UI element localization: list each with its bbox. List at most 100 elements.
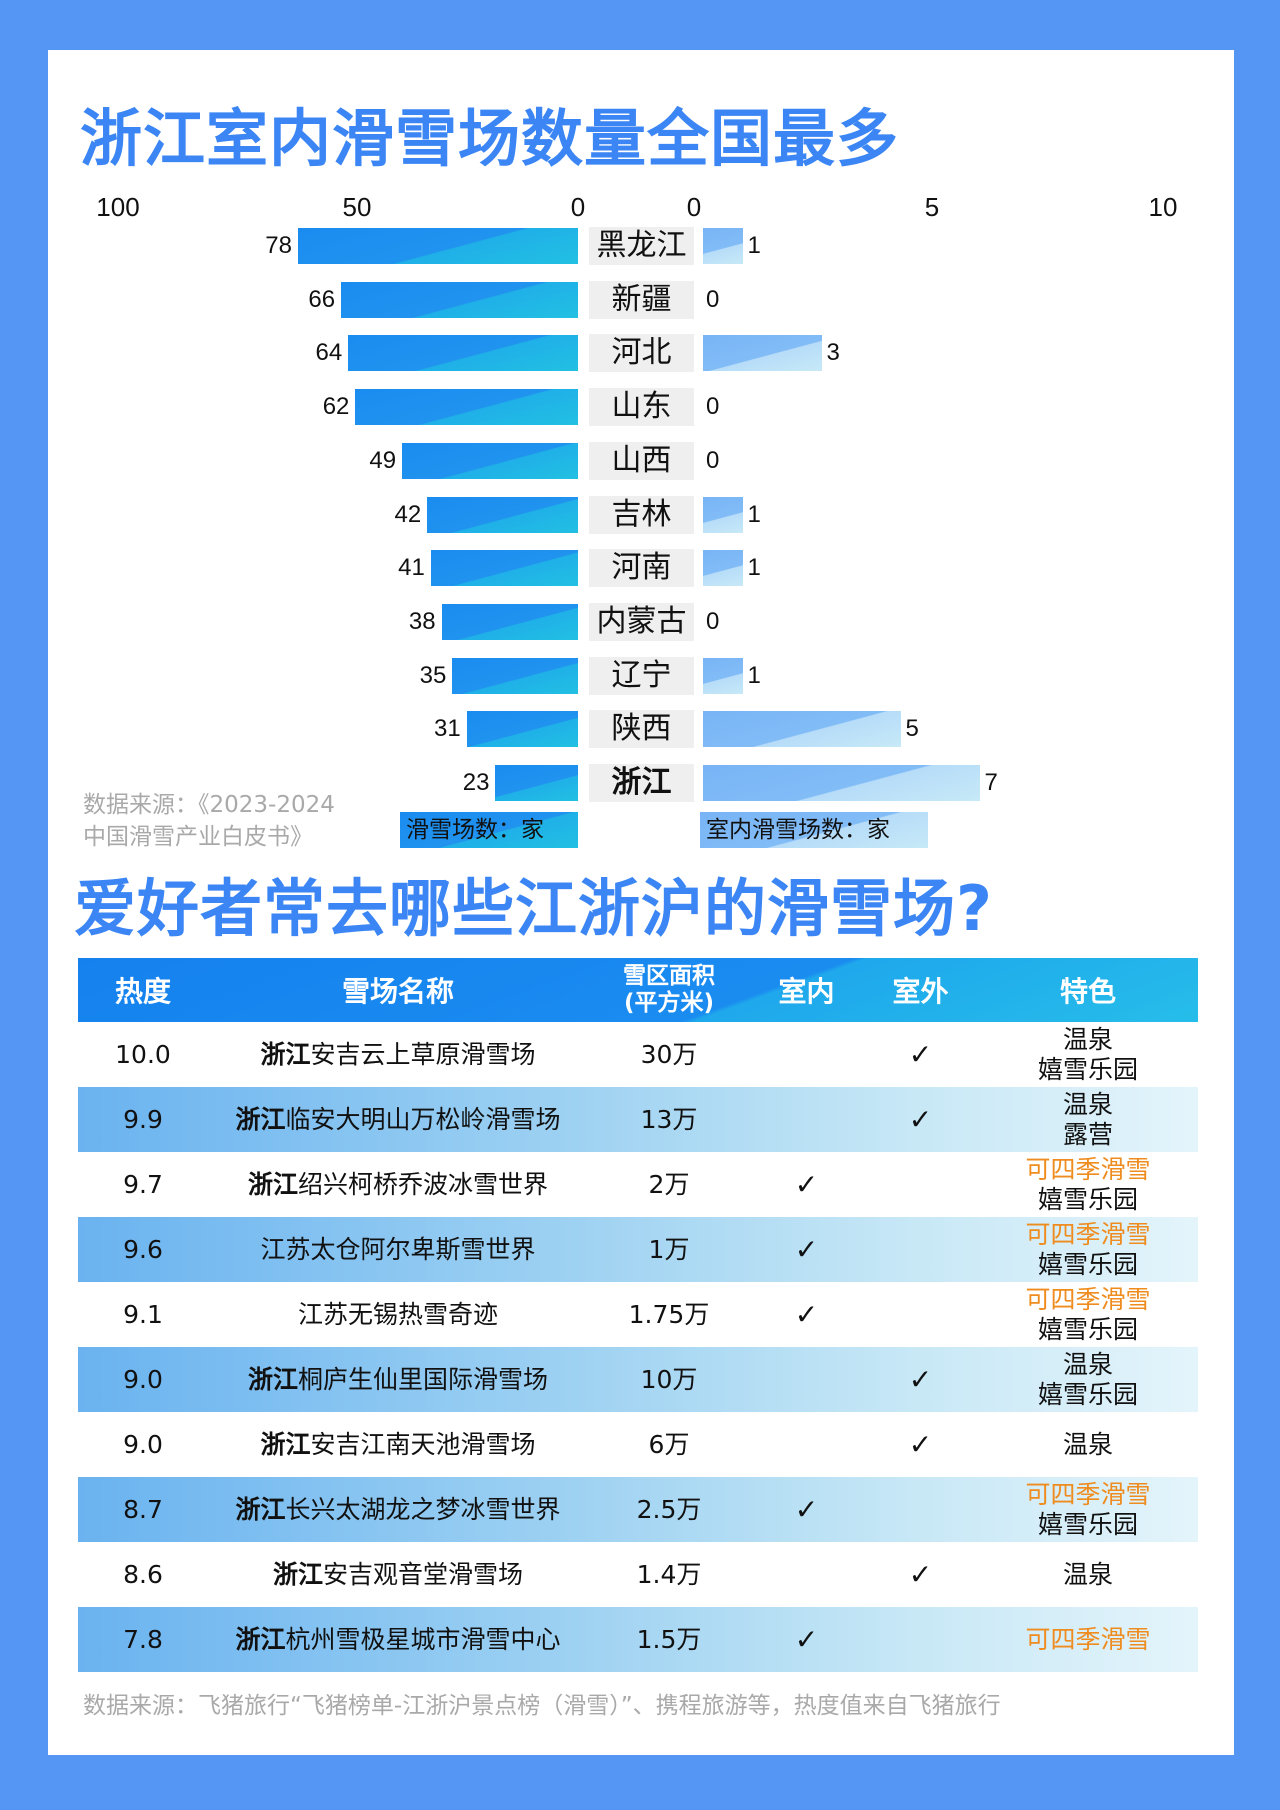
feature-tag: 温泉 bbox=[1062, 1024, 1113, 1054]
feature-tag: 嬉雪乐园 bbox=[1037, 1314, 1138, 1344]
cell-name: 浙江临安大明山万松岭滑雪场 bbox=[208, 1087, 588, 1152]
right-axis-tick: 10 bbox=[1148, 192, 1178, 222]
bar-ski-resorts bbox=[297, 228, 578, 264]
cell-heat: 10.0 bbox=[115, 1039, 171, 1069]
bar-ski-resorts bbox=[427, 497, 578, 533]
cell-name: 浙江长兴太湖龙之梦冰雪世界 bbox=[208, 1477, 588, 1542]
cell-feature: 可四季滑雪 嬉雪乐园 bbox=[978, 1152, 1198, 1217]
header-indoor: 室内 bbox=[778, 975, 835, 1008]
value-label-indoor-resorts: 1 bbox=[747, 232, 761, 259]
cell-name: 江苏无锡热雪奇迹 bbox=[208, 1282, 588, 1347]
right-axis-tick: 5 bbox=[924, 192, 940, 222]
cell-heat: 7.8 bbox=[123, 1624, 163, 1654]
resort-name: 江苏太仓阿尔卑斯雪世界 bbox=[260, 1234, 536, 1264]
value-label-indoor-resorts: 0 bbox=[706, 286, 720, 313]
value-label-indoor-resorts: 3 bbox=[826, 339, 840, 366]
cell-name: 浙江桐庐生仙里国际滑雪场 bbox=[208, 1347, 588, 1412]
header-area: 雪区面积 (平方米) bbox=[588, 958, 750, 1022]
resort-name: 浙江安吉江南天池滑雪场 bbox=[260, 1429, 536, 1459]
left-axis-tick: 0 bbox=[570, 192, 586, 222]
province-label: 山西 bbox=[589, 442, 694, 480]
feature-tag: 嬉雪乐园 bbox=[1037, 1054, 1138, 1084]
value-label-indoor-resorts: 1 bbox=[747, 554, 761, 581]
cell-feature: 可四季滑雪 嬉雪乐园 bbox=[978, 1282, 1198, 1347]
bar-indoor-resorts bbox=[703, 711, 901, 747]
feature-tag: 温泉 bbox=[1062, 1429, 1113, 1459]
feature-tag: 可四季滑雪 bbox=[1025, 1479, 1151, 1509]
feature-tag: 温泉 bbox=[1062, 1349, 1113, 1379]
cell-name: 浙江安吉观音堂滑雪场 bbox=[208, 1542, 588, 1607]
province-prefix: 浙江 bbox=[247, 1364, 298, 1394]
header-feature: 特色 bbox=[1059, 975, 1116, 1008]
province-prefix: 浙江 bbox=[235, 1624, 286, 1654]
value-label-indoor-resorts: 7 bbox=[984, 769, 998, 796]
header-outdoor: 室外 bbox=[892, 975, 949, 1008]
table-title: 爱好者常去哪些江浙沪的滑雪场? bbox=[74, 872, 993, 945]
cell-feature: 温泉 嬉雪乐园 bbox=[978, 1347, 1198, 1412]
check-icon: ✓ bbox=[794, 1622, 819, 1656]
bar-ski-resorts bbox=[466, 711, 578, 747]
province-label: 新疆 bbox=[589, 281, 694, 319]
value-label-indoor-resorts: 0 bbox=[706, 393, 720, 420]
province-prefix: 浙江 bbox=[272, 1559, 323, 1589]
cell-indoor bbox=[750, 1347, 863, 1412]
cell-indoor bbox=[750, 1542, 863, 1607]
right-axis-tick: 0 bbox=[686, 192, 702, 222]
cell-area: 2.5万 bbox=[636, 1494, 702, 1524]
province-label: 吉林 bbox=[589, 496, 694, 534]
value-label-indoor-resorts: 5 bbox=[905, 715, 919, 742]
province-label: 浙江 bbox=[589, 764, 694, 802]
table-row: 9.9 浙江临安大明山万松岭滑雪场 13万 ✓ 温泉 露营 bbox=[78, 1087, 1198, 1152]
cell-feature: 可四季滑雪 嬉雪乐园 bbox=[978, 1217, 1198, 1282]
chart-source: 数据来源：《2023-2024 中国滑雪产业白皮书》 bbox=[83, 789, 335, 853]
feature-tag: 可四季滑雪 bbox=[1025, 1154, 1151, 1184]
check-icon: ✓ bbox=[908, 1362, 933, 1396]
cell-outdoor bbox=[863, 1282, 978, 1347]
bar-indoor-resorts bbox=[703, 228, 743, 264]
check-icon: ✓ bbox=[794, 1167, 819, 1201]
feature-tag: 嬉雪乐园 bbox=[1037, 1184, 1138, 1214]
feature-tag: 嬉雪乐园 bbox=[1037, 1509, 1138, 1539]
cell-area: 1.75万 bbox=[628, 1299, 710, 1329]
check-icon: ✓ bbox=[908, 1102, 933, 1136]
feature-tag: 温泉 bbox=[1062, 1089, 1113, 1119]
resort-name: 浙江杭州雪极星城市滑雪中心 bbox=[235, 1624, 561, 1654]
table-header: 热度 雪场名称 雪区面积 (平方米) 室内 室外 特色 bbox=[78, 958, 1198, 1022]
chart-source-line: 中国滑雪产业白皮书》 bbox=[83, 824, 313, 850]
table-row: 9.1 江苏无锡热雪奇迹 1.75万 ✓ 可四季滑雪 嬉雪乐园 bbox=[78, 1282, 1198, 1347]
value-label-indoor-resorts: 0 bbox=[706, 447, 720, 474]
bar-indoor-resorts bbox=[703, 765, 980, 801]
cell-outdoor bbox=[863, 1607, 978, 1672]
resort-name: 浙江长兴太湖龙之梦冰雪世界 bbox=[235, 1494, 561, 1524]
province-label: 内蒙古 bbox=[589, 603, 694, 641]
cell-feature: 温泉 露营 bbox=[978, 1087, 1198, 1152]
value-label-ski-resorts: 23 bbox=[462, 769, 490, 796]
ski-resort-table: 热度 雪场名称 雪区面积 (平方米) 室内 室外 特色 10.0 浙江安吉云上草原… bbox=[78, 958, 1198, 1672]
cell-name: 浙江绍兴柯桥乔波冰雪世界 bbox=[208, 1152, 588, 1217]
bar-indoor-resorts bbox=[703, 497, 743, 533]
table-row: 7.8 浙江杭州雪极星城市滑雪中心 1.5万 ✓ 可四季滑雪 bbox=[78, 1607, 1198, 1672]
cell-heat: 9.7 bbox=[123, 1169, 163, 1199]
cell-area: 1.5万 bbox=[636, 1624, 702, 1654]
value-label-indoor-resorts: 1 bbox=[747, 501, 761, 528]
chart-source-line: 数据来源：《2023-2024 bbox=[83, 792, 335, 818]
cell-area: 10万 bbox=[640, 1364, 698, 1394]
feature-tag: 嬉雪乐园 bbox=[1037, 1249, 1138, 1279]
table-body: 10.0 浙江安吉云上草原滑雪场 30万 ✓ 温泉 嬉雪乐园 9.9 浙江临安大明山万松岭滑雪… bbox=[78, 1022, 1198, 1672]
province-prefix: 浙江 bbox=[247, 1169, 298, 1199]
cell-indoor bbox=[750, 1087, 863, 1152]
cell-feature: 温泉 嬉雪乐园 bbox=[978, 1022, 1198, 1087]
cell-area: 6万 bbox=[648, 1429, 690, 1459]
value-label-ski-resorts: 64 bbox=[315, 339, 343, 366]
left-axis-tick: 100 bbox=[96, 192, 140, 222]
check-icon: ✓ bbox=[794, 1492, 819, 1526]
value-label-indoor-resorts: 1 bbox=[747, 662, 761, 689]
cell-name: 浙江安吉云上草原滑雪场 bbox=[208, 1022, 588, 1087]
cell-feature: 温泉 bbox=[978, 1412, 1198, 1477]
cell-area: 30万 bbox=[640, 1039, 698, 1069]
province-label: 陕西 bbox=[589, 710, 694, 748]
cell-heat: 8.6 bbox=[123, 1559, 163, 1589]
cell-feature: 可四季滑雪 嬉雪乐园 bbox=[978, 1477, 1198, 1542]
bar-ski-resorts bbox=[348, 335, 578, 371]
resort-name: 浙江绍兴柯桥乔波冰雪世界 bbox=[247, 1169, 549, 1199]
